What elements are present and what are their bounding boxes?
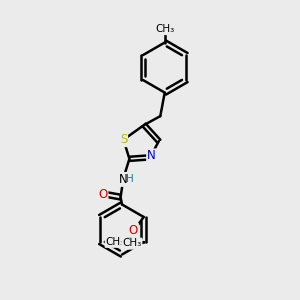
Text: H: H bbox=[126, 174, 134, 184]
Text: N: N bbox=[147, 149, 156, 162]
Text: CH₃: CH₃ bbox=[155, 24, 174, 34]
Text: S: S bbox=[120, 133, 127, 146]
Text: CH₃: CH₃ bbox=[122, 238, 142, 248]
Text: CH₃: CH₃ bbox=[106, 237, 125, 247]
Text: O: O bbox=[129, 224, 138, 237]
Text: O: O bbox=[98, 188, 107, 201]
Text: N: N bbox=[118, 173, 127, 186]
Text: O: O bbox=[124, 236, 134, 248]
